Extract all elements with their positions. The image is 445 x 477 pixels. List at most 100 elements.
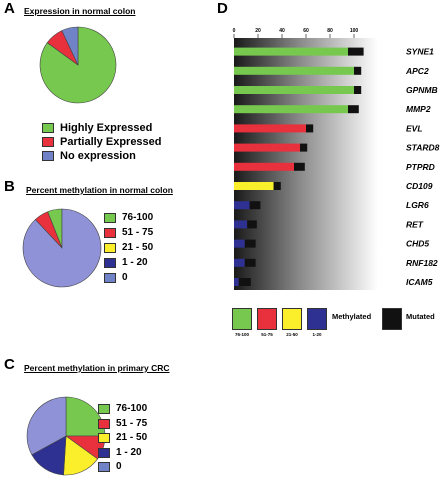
bar-mutated-ptprd [294,162,305,171]
gene-label-cd109: CD109 [406,181,433,191]
legend-item-0: 0 [98,461,122,472]
panel-b-letter: B [4,178,15,195]
pie-chart-b [22,208,102,288]
legend-label: No expression [60,150,136,162]
legend-methylated-label: Methylated [332,312,372,321]
gene-label-icam5: ICAM5 [406,277,433,287]
legend-item-1-20: 1 - 20 [98,447,142,458]
gene-label-evl: EVL [406,123,423,133]
x-tick-label: 60 [303,28,309,34]
x-tick-label: 80 [327,28,333,34]
panel-d-letter: D [217,0,228,17]
bar-mutated-mmp2 [348,105,359,114]
legend-item-21-50: 21 - 50 [98,432,147,443]
pie-slice-0 [26,396,67,456]
bar-mutated-syne1 [348,47,364,56]
legend-item-76-100: 76-100 [104,212,153,223]
legend-swatch-mutated [382,308,402,330]
legend-label: 21 - 50 [116,432,148,443]
legend-label: 76-100 [234,332,249,337]
bar-methylated-rnf182 [234,258,245,267]
bar-mutated-rnf182 [244,258,256,267]
bar-mutated-lgr6 [249,201,261,210]
panel-c-letter: C [4,356,15,373]
panel-b-title: Percent methylation in normal colon [26,185,173,195]
pie-chart-c [26,396,106,476]
legend-item-no-expression: No expression [42,150,136,162]
legend-item-1-20: 1 - 20 [104,257,148,268]
legend-label: 51 - 75 [122,227,154,238]
bar-mutated-icam5 [238,278,251,286]
bar-mutated-gpnmb [354,86,362,94]
gene-label-ret: RET [406,219,424,229]
panel-a-title: Expression in normal colon [24,6,136,16]
legend-label: 51-75 [261,332,273,337]
pie-chart-a [39,26,117,104]
legend-label: 1 - 20 [116,447,142,458]
legend-swatch [104,227,116,238]
legend-swatch [282,308,302,330]
pie-a-slices [39,26,117,104]
bar-mutated-cd109 [273,182,281,190]
bar-methylated-evl [234,124,306,133]
legend-label: 51 - 75 [116,418,148,429]
legend-swatch [232,308,252,330]
bar-mutated-chd5 [244,239,256,248]
gene-label-gpnmb: GPNMB [406,85,438,95]
legend-swatch [98,403,110,414]
gene-label-ptprd: PTPRD [406,162,435,172]
legend-swatch [42,137,54,147]
bar-methylated-chd5 [234,239,245,248]
legend-item-76-100: 76-100 [98,403,147,414]
gene-label-syne1: SYNE1 [406,47,434,57]
bars [234,47,364,286]
bar-chart-d: 0 20 40 60 80 100 SYNE1 APC2 GPNMB MMP2 EVL STARD8… [233,28,440,290]
legend-label: Highly Expressed [60,122,153,134]
legend-swatch [104,242,116,253]
legend-label: 21 - 50 [122,242,154,253]
gene-label-lgr6: LGR6 [406,200,429,210]
legend-label: 0 [122,272,128,283]
panel-d-legend: 76-100 51-75 21-50 1-20 Methylated Mutat… [232,308,442,348]
bar-methylated-ptprd [234,162,294,171]
bar-methylated-stard8 [234,143,300,152]
bar-methylated-apc2 [234,66,354,75]
legend-mutated-label: Mutated [406,312,435,321]
legend-swatch [42,151,54,161]
legend-swatch [98,418,110,429]
bar-methylated-mmp2 [234,105,348,114]
legend-label: 1 - 20 [122,257,148,268]
legend-label: 76-100 [122,212,154,223]
bar-mutated-ret [247,220,257,229]
bar-methylated-cd109 [234,182,274,190]
legend-swatch [104,272,116,283]
legend-label: Partially Expressed [60,136,162,148]
x-tick-label: 40 [279,28,285,34]
legend-label: 1-20 [312,332,322,337]
legend-item-51-75: 51 - 75 [104,227,153,238]
pie-b-slices [22,208,102,288]
x-tick-label: 0 [233,28,236,34]
panel-c-title: Percent methylation in primary CRC [24,363,170,373]
legend-label: 21-50 [286,332,298,337]
legend-swatch [42,123,54,133]
bar-methylated-lgr6 [234,201,250,210]
x-axis: 0 20 40 60 80 100 [233,28,359,38]
legend-label: 76-100 [116,403,148,414]
gene-label-mmp2: MMP2 [406,104,431,114]
legend-swatch [257,308,277,330]
legend-swatch [104,212,116,223]
bar-mutated-apc2 [354,66,362,75]
gene-label-chd5: CHD5 [406,239,429,249]
bar-methylated-icam5 [234,278,239,286]
legend-swatch [98,461,110,472]
gene-label-rnf182: RNF182 [406,258,438,268]
bar-mutated-evl [306,124,314,133]
legend-item-51-75: 51 - 75 [98,418,147,429]
pie-c-slices [26,396,106,476]
pie-slice-0 [22,208,102,288]
bar-methylated-ret [234,220,248,229]
legend-swatch [98,447,110,458]
x-tick-label: 100 [350,28,359,34]
legend-item-highly-expressed: Highly Expressed [42,122,152,134]
